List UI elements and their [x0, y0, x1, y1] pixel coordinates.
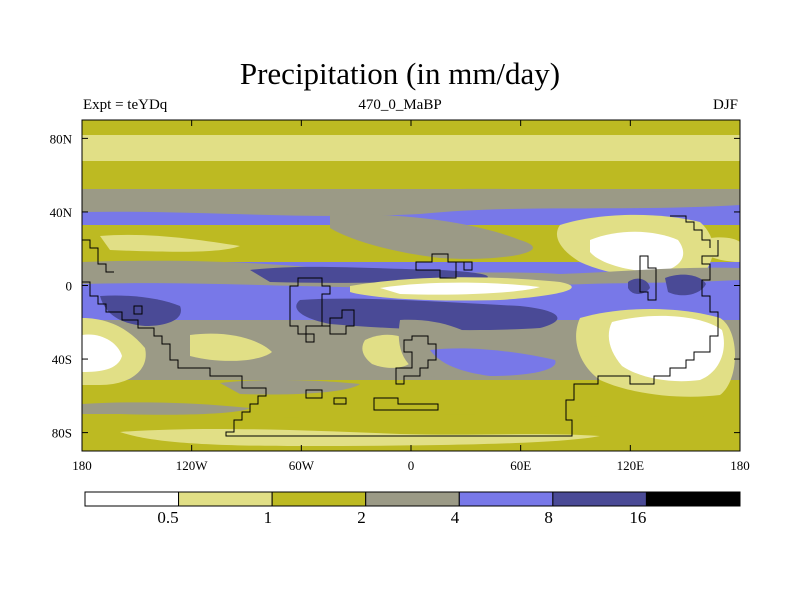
colorbar-label: 2 [357, 508, 366, 527]
india-outline [639, 255, 657, 301]
y-tick-label: 80S [52, 426, 72, 441]
colorbar-label: 0.5 [157, 508, 178, 527]
x-tick-label: 60E [510, 458, 531, 473]
south-grey-strip [82, 402, 250, 415]
x-tick-label: 180 [730, 458, 750, 473]
y-tick-label: 40N [50, 205, 73, 220]
southern-ocean-dark [220, 380, 360, 395]
x-tick-label: 180 [72, 458, 92, 473]
y-tick-label: 80N [50, 131, 73, 146]
colorbar-label: 1 [264, 508, 273, 527]
chart-title: Precipitation (in mm/day) [239, 56, 561, 91]
colorbar-swatch [458, 491, 554, 507]
band-arctic [82, 120, 740, 135]
south-america-dry [190, 333, 272, 361]
colorbar-label: 4 [451, 508, 460, 527]
arabia-outline [395, 335, 437, 385]
north-grey-tongue [82, 188, 740, 216]
x-tick-label: 120E [617, 458, 645, 473]
x-tick-label: 120W [176, 458, 209, 473]
band-north-mid [82, 161, 740, 189]
colorbar-swatch [271, 491, 367, 507]
colorbar-swatch [552, 491, 647, 507]
y-tick-label: 0 [66, 279, 73, 294]
y-tick-label: 40S [52, 352, 72, 367]
indian-ocean-band [430, 348, 556, 376]
south-tropical-dark [296, 298, 558, 331]
colorbar: 0.5 1 2 4 8 16 [84, 491, 741, 527]
season-label: DJF [712, 97, 738, 113]
australia-arid [608, 315, 724, 382]
colorbar-swatch [645, 491, 741, 507]
antarctic-island-2 [333, 397, 347, 405]
eurasia-outline [415, 253, 473, 279]
north-dry-patch [82, 140, 740, 158]
africa-outline [289, 277, 355, 343]
experiment-label: Expt = teYDq [83, 97, 168, 113]
antarctic-island-3 [373, 397, 439, 411]
east-dark-patch-small [628, 278, 650, 294]
colorbar-swatch [178, 491, 273, 507]
colorbar-label: 16 [629, 508, 646, 527]
x-tick-label: 60W [289, 458, 315, 473]
atlantic-grey [330, 214, 533, 259]
coastlines [82, 215, 719, 437]
pacific-island [133, 305, 143, 315]
south-america-outline [82, 240, 719, 437]
east-asia-outline [670, 215, 711, 248]
colorbar-swatch [84, 491, 180, 507]
colorbar-swatch [365, 491, 460, 507]
x-axis-ticks: 180 120W 60W 0 60E 120E 180 [72, 120, 750, 473]
antarctic-island-1 [305, 389, 323, 399]
y-axis-ticks: 80N 40N 0 40S 80S [50, 131, 740, 441]
south-pacific-arid [82, 334, 122, 372]
precipitation-field [82, 120, 740, 451]
period-label: 470_0_MaBP [358, 97, 442, 113]
asia-arid-core [590, 231, 684, 272]
equatorial-arid-core [380, 282, 540, 295]
x-tick-label: 0 [408, 458, 415, 473]
central-dry-band [100, 234, 240, 252]
north-america-outline [82, 239, 114, 273]
west-pacific-dark [100, 295, 181, 326]
colorbar-label: 8 [544, 508, 553, 527]
east-dark-patch [665, 274, 706, 296]
south-polar-dry [120, 428, 600, 446]
